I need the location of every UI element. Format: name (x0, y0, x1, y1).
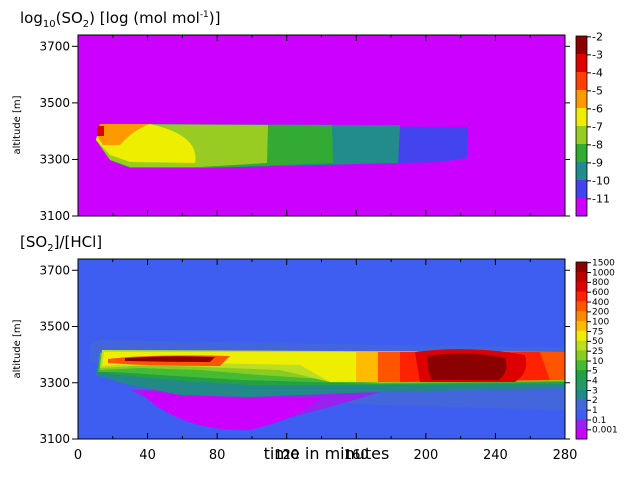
colorbar-label: 200 (592, 308, 609, 318)
colorbar-label: -10 (592, 175, 610, 188)
colorbar-label: -4 (592, 67, 603, 80)
colorbar-label: -9 (592, 157, 603, 170)
x-tick-label: 0 (74, 448, 82, 463)
colorbar-label: 2 (592, 396, 598, 406)
panel-2-y-axis: 3100 3300 3500 3700 (39, 259, 570, 446)
panel-2-colorbar: 1500100080060040020010075502510543210.10… (575, 259, 618, 440)
colorbar-label: 1000 (592, 268, 615, 278)
panel-1-colorbar: -2 -3 -4 -5 -6 -7 -8 -9 -10 -11 (575, 31, 610, 217)
x-tick-label: 40 (139, 448, 156, 463)
y-tick-label: 3100 (39, 432, 70, 446)
colorbar-swatch (576, 36, 587, 55)
colorbar-label: -7 (592, 121, 603, 134)
colorbar-swatch (576, 144, 587, 163)
colorbar-swatch (576, 90, 587, 109)
colorbar-label: -5 (592, 85, 603, 98)
x-tick-label: 80 (209, 448, 226, 463)
colorbar-swatch (576, 72, 587, 91)
panel-1: 3100 3300 3500 3700 altitude [m] -2 -3 -4 -5 -6… (12, 31, 610, 224)
x-tick-label: 120 (274, 448, 299, 463)
colorbar-frame (575, 261, 588, 440)
colorbar-label: 25 (592, 347, 603, 357)
panel-2-title: [SO2]/[HCl] (20, 233, 103, 254)
colorbar-swatch (576, 108, 587, 127)
y-tick-label: 3300 (39, 376, 70, 390)
colorbar-swatch (576, 380, 587, 391)
panel-2-ylabel: altitude [m] (12, 319, 23, 378)
plume-level-minus5 (97, 124, 150, 145)
region-level-1500 (427, 353, 507, 380)
y-tick-label: 3700 (39, 263, 70, 277)
colorbar-label: 600 (592, 288, 609, 298)
y-tick-label: 3500 (39, 320, 70, 334)
colorbar-label: 75 (592, 327, 603, 337)
colorbar-label: 800 (592, 278, 609, 288)
region-inner-core-left (125, 356, 215, 362)
y-tick-label: 3300 (39, 152, 70, 166)
colorbar-swatch (576, 321, 587, 332)
colorbar-swatch (576, 330, 587, 342)
colorbar-swatch (576, 54, 587, 73)
colorbar-swatch (576, 429, 587, 440)
colorbar-frame (575, 35, 588, 217)
colorbar-label: 3 (592, 386, 598, 396)
colorbar-swatch (576, 126, 587, 145)
colorbar-swatch (576, 301, 587, 312)
colorbar-label: 4 (592, 377, 598, 387)
colorbar-label: -3 (592, 49, 603, 62)
panel-1-ylabel: altitude [m] (12, 95, 23, 154)
colorbar-swatch (576, 350, 587, 361)
colorbar-swatch (576, 291, 587, 302)
colorbar-swatch (576, 281, 587, 292)
x-tick-label: 200 (413, 448, 438, 463)
colorbar-swatch (576, 262, 587, 273)
colorbar-swatch (576, 271, 587, 283)
colorbar-swatch (576, 360, 587, 371)
colorbar-label: 5 (592, 367, 598, 377)
colorbar-label: 400 (592, 298, 609, 308)
colorbar-label: 10 (592, 357, 604, 367)
colorbar-swatch (576, 389, 587, 401)
colorbar-swatch (576, 409, 587, 420)
y-tick-label: 3100 (39, 209, 70, 223)
x-tick-label: 240 (483, 448, 508, 463)
colorbar-label: 100 (592, 318, 609, 328)
x-axis-label: time in minutes (263, 444, 390, 463)
colorbar-label: -8 (592, 139, 603, 152)
colorbar-swatch (576, 340, 587, 351)
x-tick-label: 280 (553, 448, 578, 463)
colorbar-label: 0.001 (592, 426, 618, 436)
colorbar-swatch (576, 198, 587, 217)
colorbar-label: 1500 (592, 259, 615, 269)
colorbar-swatch (576, 162, 587, 181)
panel-1-y-axis: 3100 3300 3500 3700 (39, 35, 570, 223)
colorbar-swatch (576, 311, 587, 322)
colorbar-label: 1 (592, 406, 598, 416)
colorbar-label: -2 (592, 31, 603, 44)
colorbar-swatch (576, 399, 587, 410)
colorbar-swatch (576, 419, 587, 430)
y-tick-label: 3700 (39, 39, 70, 53)
x-tick-label: 160 (344, 448, 369, 463)
region-level-0.001 (140, 392, 320, 431)
panel-2-x-axis: 0 40 80 120 160 200 240 280 (74, 448, 578, 463)
colorbar-label: -11 (592, 193, 610, 206)
colorbar-label: 50 (592, 337, 604, 347)
plume-level-minus3 (97, 126, 104, 136)
colorbar-swatch (576, 370, 587, 381)
panel-1-title: log10(SO2) [log (mol mol-1)] (20, 9, 221, 30)
colorbar-label: -6 (592, 103, 603, 116)
y-tick-label: 3500 (39, 96, 70, 110)
colorbar-swatch (576, 180, 587, 199)
colorbar-label: 0.1 (592, 416, 606, 426)
